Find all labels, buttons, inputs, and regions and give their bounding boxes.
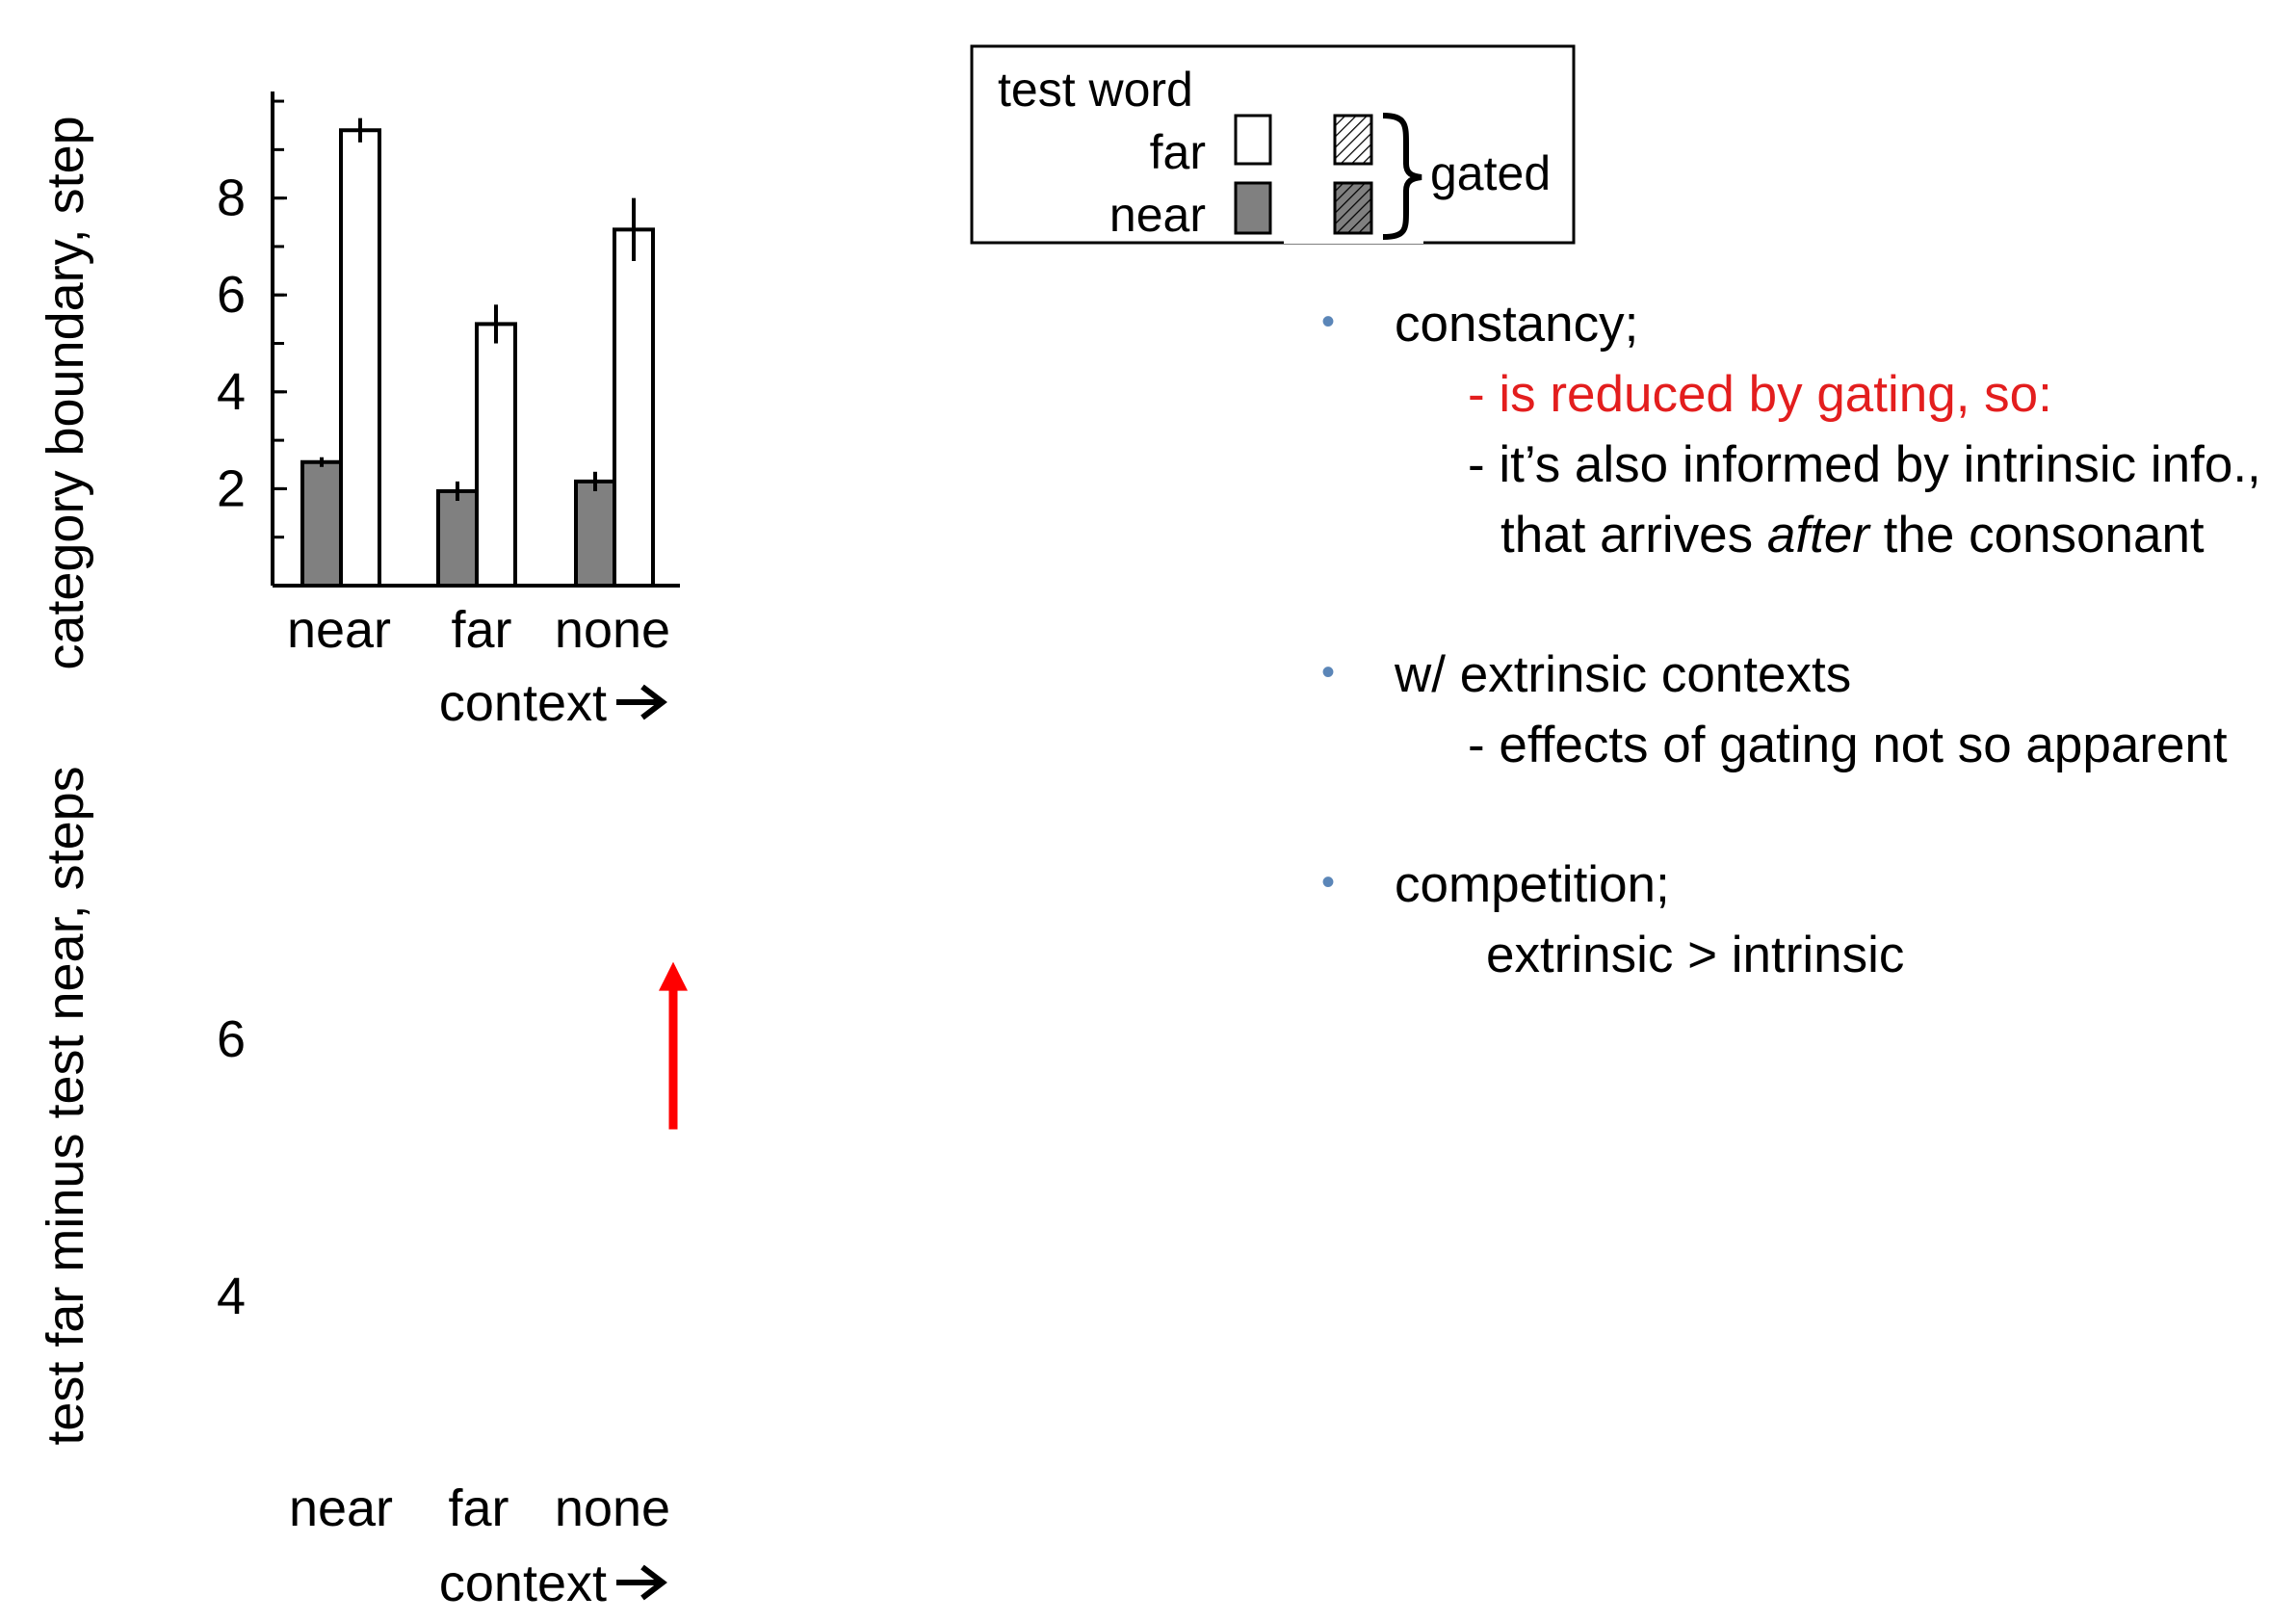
bullet-extrinsic: • w/ extrinsic contexts - effects of gat… bbox=[1321, 640, 2284, 780]
chart2-category-labels: near far none bbox=[289, 1479, 670, 1537]
chart2-ylabel: test far minus test near, steps bbox=[37, 766, 94, 1445]
red-arrow bbox=[659, 961, 688, 1130]
x-category-label: none bbox=[555, 601, 670, 659]
text-span: the consonant bbox=[1868, 507, 2205, 563]
y-tick-label: 8 bbox=[217, 170, 246, 227]
bullet-dot-icon: • bbox=[1321, 301, 1336, 343]
bullet-competition: • competition; extrinsic > intrinsic bbox=[1321, 850, 2284, 990]
chart1-ylabel: category boundary, step bbox=[37, 116, 94, 669]
chart-1: category boundary, step 2 4 6 8 near far none… bbox=[37, 92, 680, 732]
x-category-label: near bbox=[287, 601, 391, 659]
legend-far-label: far bbox=[1150, 125, 1206, 179]
y-tick-label: 4 bbox=[217, 363, 246, 421]
red-arrow-head bbox=[659, 961, 688, 991]
legend-near-swatch bbox=[1234, 181, 1272, 235]
bullet-sub-line: - it’s also informed by intrinsic info., bbox=[1468, 436, 2261, 493]
legend-far-swatch bbox=[1234, 114, 1272, 166]
bullet-sub-line: - effects of gating not so apparent bbox=[1468, 717, 2228, 773]
bar-far-far bbox=[475, 322, 517, 588]
x-category-label: far bbox=[451, 601, 511, 659]
chart1-y-ticks: 2 4 6 8 bbox=[217, 99, 287, 539]
legend-far-gated-swatch bbox=[1333, 114, 1373, 166]
emphasis-text: after bbox=[1766, 507, 1869, 563]
chart2-arrow-right-icon bbox=[616, 1564, 667, 1601]
bullet-sub-line: - is reduced by gating, so: bbox=[1468, 366, 2052, 423]
bullet-title: constancy; bbox=[1395, 296, 1639, 353]
chart2-xlabel: context bbox=[439, 1555, 607, 1612]
bar-near-none bbox=[574, 479, 616, 588]
bar-near-far bbox=[436, 488, 479, 589]
chart-2: test far minus test near, steps 46 near f… bbox=[37, 766, 688, 1612]
legend: test word far near gated bbox=[970, 44, 1576, 245]
chart1-category-labels: near far none bbox=[287, 601, 670, 659]
legend-near-label: near bbox=[1109, 188, 1206, 242]
x-category-label: far bbox=[448, 1479, 509, 1537]
bullet-sub-line: that arrives after the consonant bbox=[1395, 500, 2284, 570]
text-span: that arrives bbox=[1500, 507, 1767, 563]
bullet-title: competition; bbox=[1395, 856, 1670, 913]
x-category-label: none bbox=[555, 1479, 670, 1537]
legend-box bbox=[970, 44, 1576, 245]
legend-near-gated-swatch bbox=[1333, 181, 1373, 235]
bullet-dot-icon: • bbox=[1321, 861, 1336, 903]
chart1-bars bbox=[300, 118, 655, 589]
legend-gated-label: gated bbox=[1430, 146, 1551, 200]
legend-title: test word bbox=[998, 63, 1193, 117]
chart1-arrow-right-icon bbox=[616, 684, 667, 720]
y-tick-label: 6 bbox=[217, 266, 246, 324]
chart1-xlabel: context bbox=[439, 674, 607, 732]
x-category-label: near bbox=[289, 1479, 393, 1537]
bar-far-none bbox=[613, 227, 655, 589]
legend-brace-icon bbox=[1382, 113, 1422, 240]
chart2-y-ticks: 46 bbox=[217, 1010, 246, 1325]
bar-near-near bbox=[300, 459, 343, 588]
bullet-sub-line: extrinsic > intrinsic bbox=[1486, 927, 1905, 983]
bullet-dot-icon: • bbox=[1321, 651, 1336, 693]
bullet-title: w/ extrinsic contexts bbox=[1395, 646, 1852, 703]
y-tick-label: 2 bbox=[217, 459, 246, 517]
y-tick-label: 6 bbox=[217, 1010, 246, 1068]
notes-list: • constancy; - is reduced by gating, so:… bbox=[1321, 289, 2284, 990]
bar-far-near bbox=[339, 128, 381, 588]
bullet-constancy: • constancy; - is reduced by gating, so:… bbox=[1321, 289, 2284, 570]
y-tick-label: 4 bbox=[217, 1268, 246, 1325]
